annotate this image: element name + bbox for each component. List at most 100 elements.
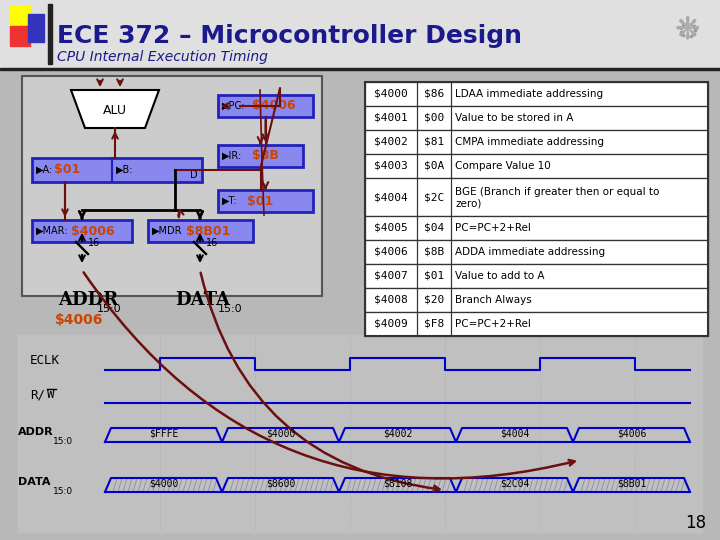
Text: CMPA immediate addressing: CMPA immediate addressing <box>455 137 604 147</box>
Text: PC=PC+2+Rel: PC=PC+2+Rel <box>455 319 531 329</box>
Text: $4008: $4008 <box>374 295 408 305</box>
Text: ECLK: ECLK <box>30 354 60 367</box>
Text: $4005: $4005 <box>374 223 408 233</box>
Bar <box>365 264 417 288</box>
Text: PC=PC+2+Rel: PC=PC+2+Rel <box>455 223 531 233</box>
Bar <box>32 158 202 182</box>
Bar <box>417 154 451 178</box>
Text: ❋: ❋ <box>675 16 701 44</box>
Bar <box>451 288 708 312</box>
Text: $4001: $4001 <box>374 113 408 123</box>
Text: Branch Always: Branch Always <box>455 295 532 305</box>
Bar <box>22 76 322 296</box>
Text: $4004: $4004 <box>500 429 529 439</box>
Text: W: W <box>47 388 55 402</box>
Text: CPU Internal Execution Timing: CPU Internal Execution Timing <box>57 50 268 64</box>
Bar <box>417 178 451 216</box>
Bar <box>451 154 708 178</box>
Bar <box>451 130 708 154</box>
Text: DATA: DATA <box>175 291 230 309</box>
Bar <box>451 312 708 336</box>
Text: BGE (Branch if greater then or equal to: BGE (Branch if greater then or equal to <box>455 187 660 197</box>
Text: Compare Value 10: Compare Value 10 <box>455 161 551 171</box>
Text: LDAA immediate addressing: LDAA immediate addressing <box>455 89 603 99</box>
Text: DATA: DATA <box>18 477 50 487</box>
Text: $2C04: $2C04 <box>500 479 529 489</box>
Text: ▶A:: ▶A: <box>36 165 53 175</box>
Bar <box>417 264 451 288</box>
Bar <box>365 178 708 216</box>
Text: $0A: $0A <box>424 161 444 171</box>
Text: R/: R/ <box>30 388 45 402</box>
Text: ADDR: ADDR <box>58 291 118 309</box>
Bar <box>218 145 303 167</box>
Bar <box>365 82 708 336</box>
Text: 18: 18 <box>685 514 706 532</box>
Bar <box>365 240 708 264</box>
Bar <box>365 106 708 130</box>
Bar <box>451 106 708 130</box>
Text: $01: $01 <box>54 164 80 177</box>
Text: $4000: $4000 <box>149 479 178 489</box>
Bar <box>365 216 417 240</box>
Text: ADDA immediate addressing: ADDA immediate addressing <box>455 247 605 257</box>
Bar <box>365 264 708 288</box>
Bar <box>417 216 451 240</box>
Text: $01: $01 <box>247 194 274 207</box>
Text: $00: $00 <box>424 113 444 123</box>
Text: $4000: $4000 <box>266 429 295 439</box>
Text: ▶MDR: ▶MDR <box>152 226 182 236</box>
Bar <box>365 130 417 154</box>
Text: ADDR: ADDR <box>18 427 53 437</box>
Bar <box>417 82 451 106</box>
Bar <box>365 216 708 240</box>
Bar <box>365 178 417 216</box>
Text: $4002: $4002 <box>383 429 412 439</box>
Text: 15:0: 15:0 <box>218 304 243 314</box>
Text: $4006: $4006 <box>55 313 104 327</box>
Bar <box>32 220 132 242</box>
Text: $01: $01 <box>424 271 444 281</box>
Text: $8108: $8108 <box>383 479 412 489</box>
Text: $4006: $4006 <box>374 247 408 257</box>
Text: ▶T:: ▶T: <box>222 196 238 206</box>
Bar <box>451 240 708 264</box>
Text: $2C: $2C <box>424 192 444 202</box>
Text: zero): zero) <box>455 199 482 209</box>
Text: ▶B:: ▶B: <box>116 165 133 175</box>
Text: $8B01: $8B01 <box>186 225 230 238</box>
Polygon shape <box>71 90 159 128</box>
Bar <box>417 312 451 336</box>
Text: 15:0: 15:0 <box>53 487 73 496</box>
Text: Value to add to A: Value to add to A <box>455 271 544 281</box>
Text: ECE 372 – Microcontroller Design: ECE 372 – Microcontroller Design <box>57 24 522 48</box>
Bar <box>451 264 708 288</box>
Text: 16: 16 <box>88 238 100 248</box>
Text: $FFFE: $FFFE <box>149 429 178 439</box>
Text: $8600: $8600 <box>266 479 295 489</box>
Bar <box>218 190 313 212</box>
Bar <box>10 26 30 46</box>
Text: $4009: $4009 <box>374 319 408 329</box>
Bar <box>417 106 451 130</box>
Text: 16: 16 <box>206 238 218 248</box>
Bar <box>365 240 417 264</box>
Text: 15:0: 15:0 <box>97 304 122 314</box>
Bar <box>365 82 708 106</box>
Bar <box>365 288 417 312</box>
Bar <box>18 335 702 532</box>
Text: $4004: $4004 <box>374 192 408 202</box>
Bar <box>365 154 708 178</box>
Text: $81: $81 <box>424 137 444 147</box>
Bar <box>218 95 313 117</box>
Text: D: D <box>190 170 197 180</box>
Bar <box>451 216 708 240</box>
Bar <box>365 288 708 312</box>
Text: $86: $86 <box>424 89 444 99</box>
Text: 15:0: 15:0 <box>53 436 73 446</box>
Bar <box>451 82 708 106</box>
Text: ALU: ALU <box>103 104 127 117</box>
Bar <box>365 312 417 336</box>
Text: $4006: $4006 <box>617 429 646 439</box>
Bar <box>0 68 720 70</box>
